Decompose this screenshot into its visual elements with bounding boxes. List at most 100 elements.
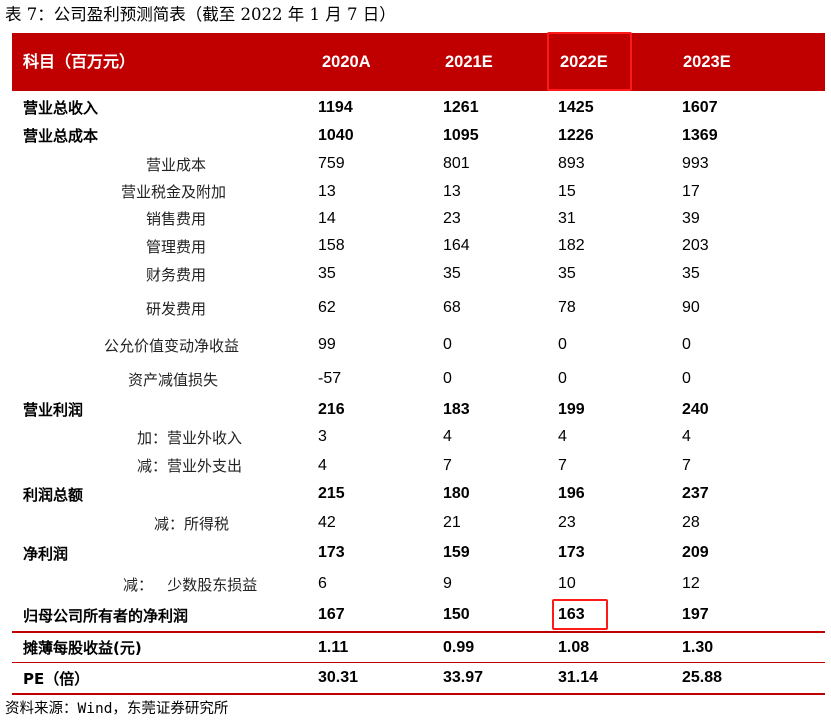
cell: 31.14 bbox=[558, 669, 599, 686]
cell: 0 bbox=[682, 336, 691, 353]
table-caption: 表 7：公司盈利预测简表（截至 2022 年 1 月 7 日） bbox=[5, 5, 396, 24]
cell: 33.97 bbox=[443, 669, 484, 686]
table-row: 资产减值损失 -57 0 0 0 bbox=[12, 362, 825, 396]
cell: 62 bbox=[318, 299, 336, 316]
table-row: 净利润 173 159 173 209 bbox=[12, 538, 825, 568]
cell: 3 bbox=[318, 428, 327, 445]
table-row: 减： 少数股东损益 6 9 10 12 bbox=[12, 568, 825, 600]
cell: 203 bbox=[682, 237, 709, 254]
cell: 180 bbox=[443, 485, 470, 502]
cell: 42 bbox=[318, 514, 336, 531]
cell: 7 bbox=[558, 456, 567, 474]
divider bbox=[12, 662, 825, 663]
row-label: 营业税金及附加 bbox=[121, 183, 227, 201]
cell: 13 bbox=[443, 182, 461, 200]
row-label: 资产减值损失 bbox=[128, 370, 219, 389]
table-row: 摊薄每股收益(元) 1.11 0.99 1.08 1.30 bbox=[12, 633, 825, 662]
table-header: 科目（百万元） 2020A 2021E 2022E 2023E bbox=[12, 33, 825, 91]
row-label: 研发费用 bbox=[146, 299, 207, 318]
row-label: 营业利润 bbox=[23, 401, 84, 419]
table-row: 利润总额 215 180 196 237 bbox=[12, 480, 825, 508]
cell: 14 bbox=[318, 209, 336, 227]
cell: 90 bbox=[682, 299, 700, 316]
cell: 1194 bbox=[318, 98, 353, 116]
cell: 1369 bbox=[682, 126, 718, 144]
cell: 23 bbox=[443, 209, 461, 227]
table-row: 减：所得税 42 21 23 28 bbox=[12, 508, 825, 538]
cell: 1607 bbox=[682, 98, 718, 116]
table-row: 财务费用 35 35 35 35 bbox=[12, 260, 825, 288]
cell: 893 bbox=[558, 155, 585, 172]
table-row: 营业总成本 1040 1095 1226 1369 bbox=[12, 121, 825, 150]
cell: 199 bbox=[558, 400, 585, 418]
cell: 0 bbox=[443, 370, 452, 387]
cell: 150 bbox=[443, 606, 470, 623]
row-label: 销售费用 bbox=[146, 210, 207, 228]
cell: 159 bbox=[443, 544, 470, 561]
header-year-2023e: 2023E bbox=[683, 53, 731, 71]
table-row: 管理费用 158 164 182 203 bbox=[12, 232, 825, 260]
row-label: PE（倍） bbox=[23, 669, 90, 688]
table-row: PE（倍） 30.31 33.97 31.14 25.88 bbox=[12, 663, 825, 693]
row-label: 营业总成本 bbox=[23, 127, 99, 145]
divider bbox=[12, 693, 825, 695]
cell: 759 bbox=[318, 155, 345, 172]
cell: 6 bbox=[318, 575, 327, 592]
cell: 31 bbox=[558, 209, 576, 227]
source-note: 资料来源：Wind，东莞证券研究所 bbox=[5, 701, 229, 717]
header-label: 科目（百万元） bbox=[23, 52, 136, 71]
cell: -57 bbox=[318, 370, 342, 387]
cell: 4 bbox=[558, 428, 567, 445]
cell: 17 bbox=[682, 182, 700, 200]
cell: 197 bbox=[682, 606, 709, 623]
cell: 1.08 bbox=[558, 638, 590, 656]
cell: 35 bbox=[318, 265, 336, 282]
cell: 215 bbox=[318, 485, 345, 502]
cell: 78 bbox=[558, 299, 576, 316]
cell: 21 bbox=[443, 514, 461, 531]
cell: 10 bbox=[558, 575, 576, 592]
cell: 15 bbox=[558, 182, 576, 200]
row-label: 利润总额 bbox=[23, 485, 84, 504]
header-year-2020a: 2020A bbox=[322, 53, 371, 71]
row-label: 归母公司所有者的净利润 bbox=[23, 606, 189, 625]
cell: 993 bbox=[682, 155, 709, 172]
row-label: 减：营业外支出 bbox=[137, 457, 243, 475]
cell: 167 bbox=[318, 606, 345, 623]
cell: 0 bbox=[558, 336, 567, 353]
cell: 35 bbox=[682, 265, 700, 282]
cell: 68 bbox=[443, 299, 461, 316]
table-row: 加：营业外收入 3 4 4 4 bbox=[12, 423, 825, 451]
cell: 801 bbox=[443, 155, 470, 172]
cell: 12 bbox=[682, 575, 700, 592]
cell: 0 bbox=[443, 336, 452, 353]
table-row: 研发费用 62 68 78 90 bbox=[12, 288, 825, 328]
cell: 173 bbox=[558, 544, 585, 561]
row-label: 财务费用 bbox=[146, 265, 207, 284]
table-row: 销售费用 14 23 31 39 bbox=[12, 205, 825, 232]
row-label: 减： 少数股东损益 bbox=[123, 575, 258, 594]
cell: 35 bbox=[558, 265, 576, 282]
cell: 35 bbox=[443, 265, 461, 282]
cell: 13 bbox=[318, 182, 336, 200]
cell: 1095 bbox=[443, 126, 479, 144]
cell: 1425 bbox=[558, 98, 594, 116]
table-row: 营业利润 216 183 199 240 bbox=[12, 396, 825, 423]
cell: 1261 bbox=[443, 98, 479, 116]
cell: 0.99 bbox=[443, 638, 475, 656]
cell: 30.31 bbox=[318, 669, 359, 686]
cell: 39 bbox=[682, 209, 700, 227]
cell: 240 bbox=[682, 400, 709, 418]
row-label: 营业成本 bbox=[146, 155, 207, 174]
table-row: 公允价值变动净收益 99 0 0 0 bbox=[12, 328, 825, 362]
cell: 4 bbox=[443, 428, 452, 445]
cell: 1040 bbox=[318, 126, 354, 144]
row-label: 公允价值变动净收益 bbox=[104, 336, 240, 355]
header-year-2022e: 2022E bbox=[560, 53, 608, 71]
row-label: 加：营业外收入 bbox=[137, 428, 243, 447]
cell: 7 bbox=[682, 456, 691, 474]
cell: 158 bbox=[318, 237, 345, 254]
cell: 216 bbox=[318, 400, 345, 418]
cell: 237 bbox=[682, 485, 709, 502]
highlight-box-2022e bbox=[547, 32, 632, 91]
